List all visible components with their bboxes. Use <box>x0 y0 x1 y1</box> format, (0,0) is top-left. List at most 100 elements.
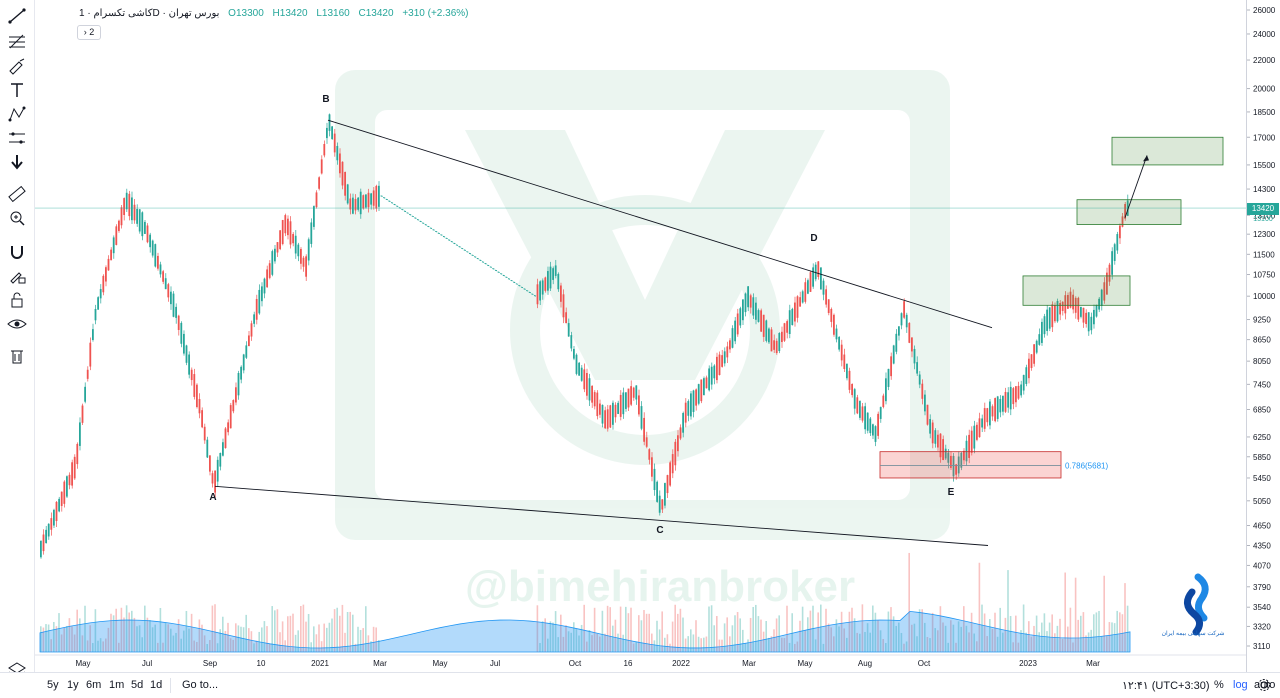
volume-bar-247 <box>682 617 684 652</box>
volume-bar-372 <box>1007 570 1009 652</box>
volume-bar-262 <box>721 639 723 652</box>
magnet-icon[interactable] <box>5 242 29 262</box>
volume-bar-379 <box>1025 632 1027 652</box>
percent-toggle[interactable]: % <box>1214 679 1224 691</box>
candle-body-375 <box>1015 386 1017 403</box>
candle-body-275 <box>755 302 757 320</box>
pattern-icon[interactable] <box>5 104 29 124</box>
candle-body-252 <box>695 389 697 406</box>
flat-candle-144 <box>414 217 417 219</box>
volume-bar-347 <box>942 622 944 652</box>
brush-icon[interactable] <box>5 56 29 76</box>
volume-bar-54 <box>180 638 182 652</box>
candle-body-399 <box>1077 297 1080 320</box>
candle-body-356 <box>965 440 968 462</box>
settings-gear-icon[interactable] <box>1257 678 1271 692</box>
volume-bar-270 <box>742 629 744 652</box>
arrow-down-icon[interactable] <box>5 152 29 172</box>
candle-body-412 <box>1111 251 1113 275</box>
auto-toggle[interactable]: auto <box>1254 679 1276 691</box>
volume-bar-369 <box>999 607 1001 652</box>
volume-bar-114 <box>336 607 338 652</box>
range-1m-button[interactable]: 1m <box>109 679 125 691</box>
support-zone-3[interactable] <box>879 451 1062 479</box>
flat-candle-152 <box>435 230 438 233</box>
candle-body-30 <box>118 220 120 231</box>
volume-bar-66 <box>211 605 214 652</box>
target-zone-1[interactable] <box>1076 199 1182 225</box>
candle-body-326 <box>887 368 890 387</box>
candle-body-272 <box>747 286 749 308</box>
flat-candle-143 <box>411 215 414 218</box>
trash-icon[interactable] <box>5 346 29 366</box>
volume-bar-18 <box>86 640 89 652</box>
eye-icon[interactable] <box>5 314 29 334</box>
text-icon[interactable] <box>5 80 29 100</box>
volume-bar-326 <box>887 611 890 652</box>
zoom-icon[interactable] <box>5 208 29 228</box>
candle-body-22 <box>97 297 99 310</box>
log-toggle[interactable]: log <box>1233 679 1248 691</box>
range-5y-button[interactable]: 5y <box>47 679 59 691</box>
chart-area[interactable]: 0.786(5681) A B C D E May Jul Sep 10 2021 Mar May Ju… <box>35 0 1246 672</box>
legend-symbol[interactable]: کاشی تکسرام <box>93 8 153 19</box>
upper-trend-line[interactable] <box>327 119 993 329</box>
ruler-icon[interactable] <box>5 184 29 204</box>
target-zone-0[interactable] <box>1111 136 1224 166</box>
candle-body-33 <box>125 192 128 210</box>
goto-button[interactable]: Go to... <box>182 679 219 691</box>
volume-bar-206 <box>575 629 578 652</box>
projection-icon[interactable] <box>5 128 29 148</box>
target-zone-2[interactable] <box>1022 275 1131 306</box>
price-chart[interactable]: 0.786(5681) A B C D E May Jul Sep 10 2021 Mar May Ju… <box>35 0 1246 672</box>
volume-bar-214 <box>596 634 598 652</box>
volume-bar-210 <box>586 641 588 652</box>
candle-body-267 <box>734 320 736 342</box>
candle-body-265 <box>729 340 731 350</box>
candle-body-8 <box>60 491 63 507</box>
candle-body-85 <box>261 286 263 302</box>
candle-body-383 <box>1035 340 1038 353</box>
fib-icon[interactable] <box>5 32 29 52</box>
candle-body-97 <box>292 234 294 244</box>
candle-body-224 <box>622 392 625 415</box>
candle-body-340 <box>924 394 926 412</box>
volume-bar-263 <box>723 623 726 652</box>
price-tick-label-28: 3110 <box>1253 642 1271 651</box>
candle-body-282 <box>773 340 775 350</box>
volume-bar-324 <box>882 639 884 652</box>
volume-bar-195 <box>547 638 549 652</box>
volume-bar-92 <box>279 632 281 652</box>
candle-body-319 <box>869 418 872 434</box>
candle-body-278 <box>762 314 765 337</box>
volume-bar-290 <box>794 643 796 652</box>
candle-body-59 <box>193 374 196 397</box>
lower-trend-line[interactable] <box>214 485 989 546</box>
volume-bar-196 <box>549 621 552 652</box>
range-1y-button[interactable]: 1y <box>67 679 79 691</box>
volume-bar-122 <box>357 626 359 652</box>
lock-icon[interactable] <box>5 290 29 310</box>
projection-arrow[interactable] <box>1124 155 1148 218</box>
legend-collapse-button[interactable]: › 2 <box>77 25 101 40</box>
range-5d-button[interactable]: 5d <box>131 679 144 691</box>
flat-candle-182 <box>513 281 516 284</box>
volume-bar-252 <box>695 620 697 652</box>
volume-bar-327 <box>890 607 892 652</box>
candle-body-191 <box>536 284 539 305</box>
time-zone-label[interactable]: ۱۲:۴۱ (UTC+3:30) <box>1122 680 1210 692</box>
range-1d-button[interactable]: 1d <box>150 679 163 691</box>
volume-bar-323 <box>879 630 882 652</box>
legend-interval[interactable]: 1D <box>79 8 160 19</box>
lock-draw-icon[interactable] <box>5 266 29 286</box>
volume-bar-231 <box>640 620 643 652</box>
range-6m-button[interactable]: 6m <box>86 679 102 691</box>
candle-body-42 <box>149 234 151 248</box>
price-axis[interactable]: 26000 24000 22000 20000 18500 17000 15500 14300… <box>1246 0 1280 672</box>
trend-line-icon[interactable] <box>5 6 29 26</box>
candle-body-75 <box>235 387 237 403</box>
volume-bar-38 <box>138 625 141 652</box>
candle-body-403 <box>1087 312 1090 332</box>
candle-body-413 <box>1113 244 1116 261</box>
candle-body-295 <box>807 280 809 294</box>
